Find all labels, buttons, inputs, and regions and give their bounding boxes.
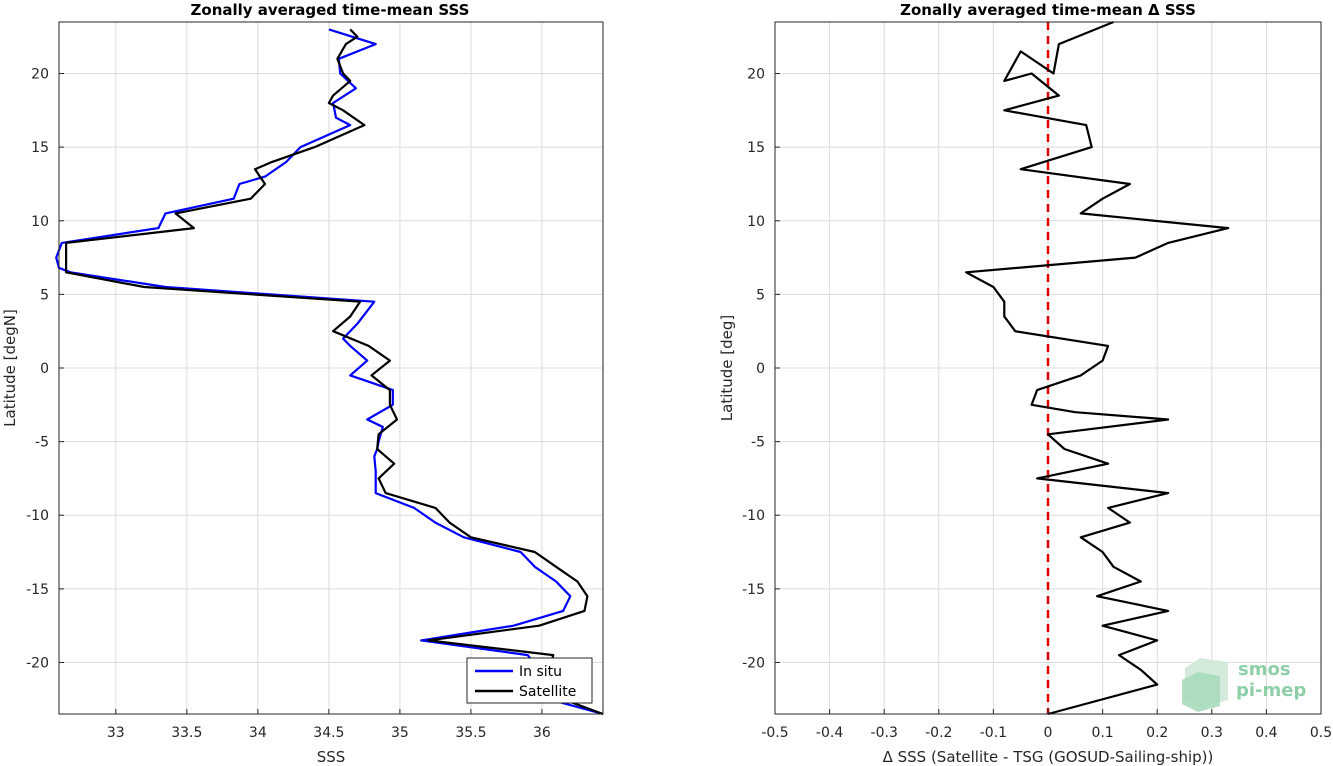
series-line-in-situ bbox=[55, 28, 604, 716]
left-chart-y-ticks: -20 -15 -10 -5 0 5 10 15 20 bbox=[26, 67, 64, 671]
y-tick-label: -10 bbox=[742, 508, 765, 524]
y-tick-label: 20 bbox=[747, 67, 765, 83]
left-chart-panel: Zonally averaged time-mean SSS 33 33.5 34 3… bbox=[1, 1, 604, 766]
left-chart-x-ticks: 33 33.5 34 34.5 35 35.5 36 bbox=[107, 709, 551, 741]
x-tick-label: 0.4 bbox=[1255, 725, 1277, 741]
logo-text-smos: smos bbox=[1238, 659, 1291, 680]
x-tick-label: 33.5 bbox=[171, 725, 202, 741]
y-tick-label: -15 bbox=[26, 582, 49, 598]
y-tick-label: 15 bbox=[31, 140, 49, 156]
logo-emblem-front bbox=[1182, 672, 1220, 712]
x-tick-label: 35.5 bbox=[455, 725, 486, 741]
y-tick-label: 5 bbox=[40, 287, 49, 303]
x-tick-label: -0.2 bbox=[925, 725, 952, 741]
y-tick-label: 10 bbox=[747, 214, 765, 230]
x-tick-label: 34.5 bbox=[313, 725, 344, 741]
right-chart-x-ticks: -0.5 -0.4 -0.3 -0.2 -0.1 0 0.1 0.2 0.3 0.4 0.5 bbox=[761, 709, 1332, 741]
x-tick-label: -0.1 bbox=[980, 725, 1007, 741]
y-tick-label: -15 bbox=[742, 582, 765, 598]
y-tick-label: -5 bbox=[35, 435, 49, 451]
y-tick-label: 0 bbox=[756, 361, 765, 377]
left-chart-series bbox=[55, 28, 604, 716]
x-tick-label: 35 bbox=[391, 725, 409, 741]
left-chart-y-label: Latitude [degN] bbox=[1, 309, 19, 427]
legend-label-satellite: Satellite bbox=[519, 684, 576, 700]
left-chart-x-label: SSS bbox=[317, 748, 346, 766]
y-tick-label: 10 bbox=[31, 214, 49, 230]
left-chart-grid bbox=[59, 22, 603, 714]
left-chart-legend: In situ Satellite bbox=[466, 657, 593, 704]
x-tick-label: 34 bbox=[249, 725, 267, 741]
y-tick-label: 5 bbox=[756, 287, 765, 303]
right-chart-y-label: Latitude [deg] bbox=[718, 315, 736, 421]
x-tick-label: -0.4 bbox=[816, 725, 843, 741]
x-tick-label: 0.2 bbox=[1146, 725, 1168, 741]
y-tick-label: -10 bbox=[26, 508, 49, 524]
smos-pi-mep-logo: smos pi-mep bbox=[1182, 658, 1306, 712]
series-line-series-0 bbox=[964, 20, 1230, 716]
y-tick-label: 0 bbox=[40, 361, 49, 377]
x-tick-label: 0.3 bbox=[1201, 725, 1223, 741]
y-tick-label: -20 bbox=[26, 655, 49, 671]
logo-text-pi-mep: pi-mep bbox=[1236, 680, 1306, 701]
y-tick-label: 15 bbox=[747, 140, 765, 156]
right-chart-panel: Zonally averaged time-mean Δ SSS -0.5 -0.… bbox=[718, 1, 1332, 766]
y-tick-label: -5 bbox=[751, 435, 765, 451]
x-tick-label: -0.5 bbox=[761, 725, 788, 741]
left-chart-title: Zonally averaged time-mean SSS bbox=[191, 1, 470, 19]
series-line-satellite bbox=[64, 28, 604, 716]
right-chart-x-label: Δ SSS (Satellite - TSG (GOSUD-Sailing-sh… bbox=[883, 748, 1214, 766]
x-tick-label: 33 bbox=[107, 725, 125, 741]
legend-box bbox=[466, 657, 593, 704]
right-chart-y-ticks: -20 -15 -10 -5 0 5 10 15 20 bbox=[742, 67, 780, 671]
y-tick-label: 20 bbox=[31, 67, 49, 83]
y-tick-label: -20 bbox=[742, 655, 765, 671]
right-chart-series bbox=[964, 20, 1230, 716]
right-chart-title: Zonally averaged time-mean Δ SSS bbox=[900, 1, 1196, 19]
x-tick-label: -0.3 bbox=[871, 725, 898, 741]
x-tick-label: 36 bbox=[533, 725, 551, 741]
x-tick-label: 0.1 bbox=[1091, 725, 1113, 741]
x-tick-label: 0 bbox=[1044, 725, 1053, 741]
legend-label-in-situ: In situ bbox=[519, 664, 562, 680]
x-tick-label: 0.5 bbox=[1310, 725, 1332, 741]
